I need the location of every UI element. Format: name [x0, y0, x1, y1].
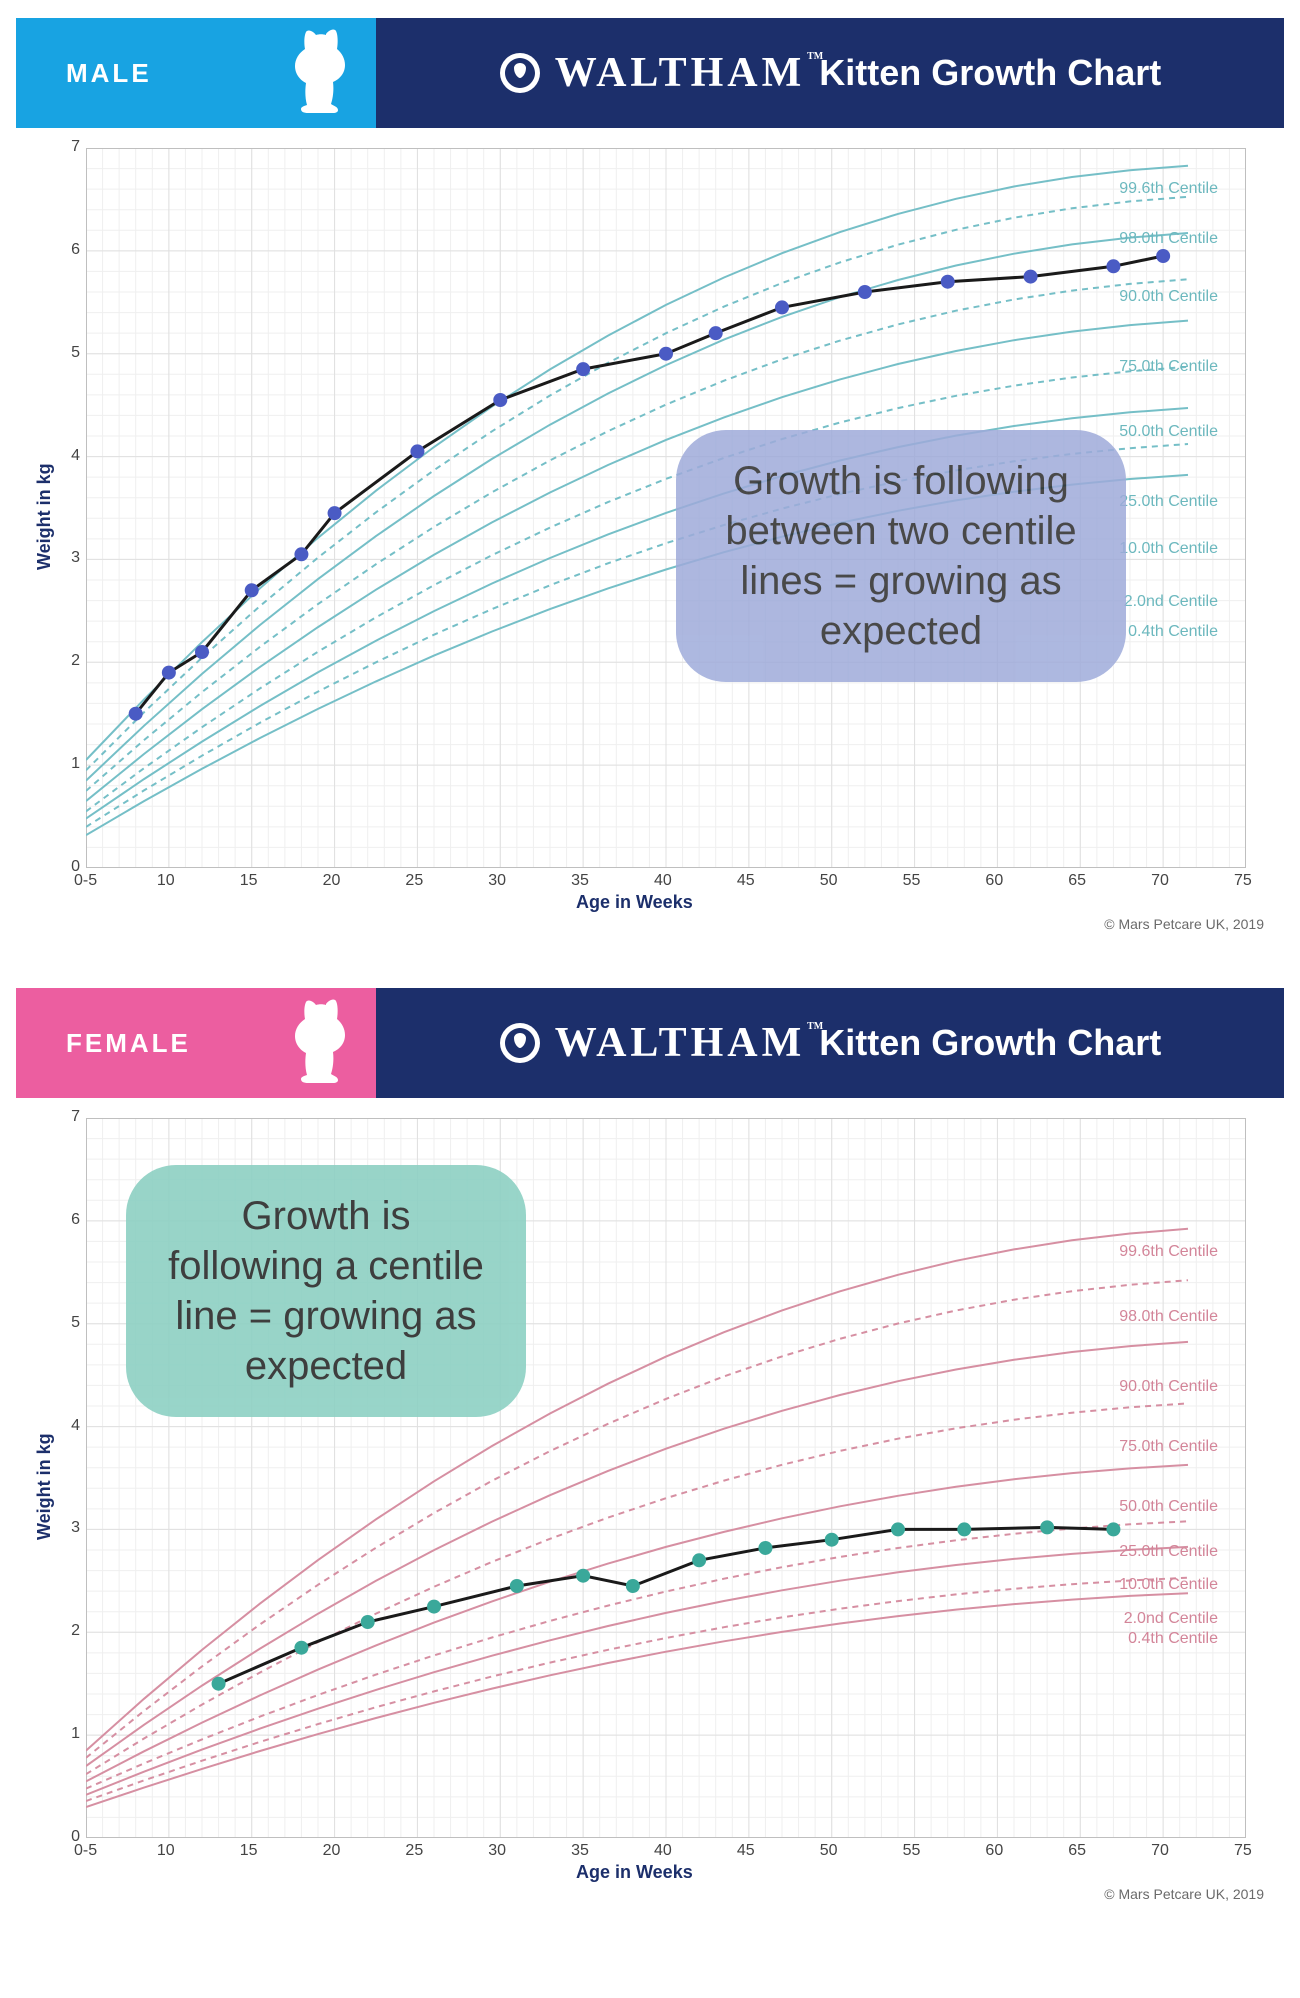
male-annotation: Growth is following between two centile … [676, 430, 1126, 682]
female-gender-block: FEMALE [16, 988, 376, 1098]
x-tick-label: 70 [1151, 872, 1169, 890]
centile-label: 98.0th Centile [1119, 230, 1218, 248]
y-tick-label: 1 [71, 755, 80, 773]
female-brand-block: WALTHAMTM Kitten Growth Chart [376, 988, 1284, 1098]
female-panel: FEMALE WALTHAMTM Kitten Growth Chart Wei… [0, 988, 1300, 1910]
y-tick-label: 3 [71, 549, 80, 567]
centile-label: 98.0th Centile [1119, 1308, 1218, 1326]
female-ylabel: Weight in kg [34, 1433, 55, 1540]
x-tick-label: 40 [654, 1842, 672, 1860]
y-tick-label: 3 [71, 1519, 80, 1537]
centile-label: 50.0th Centile [1119, 1498, 1218, 1516]
x-tick-label: 50 [820, 1842, 838, 1860]
centile-label: 90.0th Centile [1119, 288, 1218, 306]
male-header: MALE WALTHAMTM Kitten Growth Chart [16, 18, 1284, 128]
male-copyright: © Mars Petcare UK, 2019 [1104, 916, 1264, 932]
x-tick-label: 45 [737, 1842, 755, 1860]
x-tick-label: 45 [737, 872, 755, 890]
male-chart: Weight in kg 01234567 0-5101520253035404… [16, 140, 1284, 940]
x-tick-label: 50 [820, 872, 838, 890]
centile-label: 0.4th Centile [1128, 623, 1218, 641]
cat-icon [276, 29, 354, 117]
female-chart: Weight in kg 01234567 0-5101520253035404… [16, 1110, 1284, 1910]
x-tick-label: 30 [488, 872, 506, 890]
x-tick-label: 40 [654, 872, 672, 890]
male-panel: MALE WALTHAMTM Kitten Growth Chart Weigh… [0, 18, 1300, 940]
male-brand-block: WALTHAMTM Kitten Growth Chart [376, 18, 1284, 128]
x-tick-label: 10 [157, 1842, 175, 1860]
centile-label: 10.0th Centile [1119, 1576, 1218, 1594]
y-tick-label: 4 [71, 1417, 80, 1435]
x-tick-label: 20 [323, 1842, 341, 1860]
x-tick-label: 0-5 [74, 872, 97, 890]
centile-label: 25.0th Centile [1119, 1543, 1218, 1561]
female-copyright: © Mars Petcare UK, 2019 [1104, 1886, 1264, 1902]
y-tick-label: 7 [71, 138, 80, 156]
y-tick-label: 6 [71, 241, 80, 259]
centile-label: 50.0th Centile [1119, 423, 1218, 441]
x-tick-label: 15 [240, 1842, 258, 1860]
y-tick-label: 5 [71, 344, 80, 362]
centile-label: 99.6th Centile [1119, 1243, 1218, 1261]
y-tick-label: 1 [71, 1725, 80, 1743]
centile-label: 2.0nd Centile [1124, 593, 1218, 611]
x-tick-label: 65 [1068, 1842, 1086, 1860]
centile-label: 2.0nd Centile [1124, 1610, 1218, 1628]
x-tick-label: 70 [1151, 1842, 1169, 1860]
centile-label: 90.0th Centile [1119, 1378, 1218, 1396]
waltham-logo-icon [499, 1022, 541, 1064]
x-tick-label: 10 [157, 872, 175, 890]
x-tick-label: 15 [240, 872, 258, 890]
x-tick-label: 20 [323, 872, 341, 890]
male-xlabel: Age in Weeks [576, 892, 693, 913]
x-tick-label: 30 [488, 1842, 506, 1860]
chart-title: Kitten Growth Chart [819, 1022, 1161, 1064]
x-tick-label: 65 [1068, 872, 1086, 890]
brand-name: WALTHAMTM [555, 49, 806, 97]
centile-label: 75.0th Centile [1119, 1438, 1218, 1456]
x-tick-label: 55 [903, 1842, 921, 1860]
x-tick-label: 35 [571, 872, 589, 890]
x-tick-label: 35 [571, 1842, 589, 1860]
y-tick-label: 2 [71, 652, 80, 670]
y-tick-label: 4 [71, 447, 80, 465]
brand-name: WALTHAMTM [555, 1019, 806, 1067]
waltham-logo-icon [499, 52, 541, 94]
male-ylabel: Weight in kg [34, 463, 55, 570]
centile-label: 0.4th Centile [1128, 1630, 1218, 1648]
male-gender-block: MALE [16, 18, 376, 128]
y-tick-label: 6 [71, 1211, 80, 1229]
y-tick-label: 5 [71, 1314, 80, 1332]
x-tick-label: 25 [405, 1842, 423, 1860]
female-xlabel: Age in Weeks [576, 1862, 693, 1883]
x-tick-label: 55 [903, 872, 921, 890]
x-tick-label: 25 [405, 872, 423, 890]
female-label: FEMALE [66, 1028, 191, 1059]
y-tick-label: 7 [71, 1108, 80, 1126]
centile-label: 25.0th Centile [1119, 493, 1218, 511]
chart-title: Kitten Growth Chart [819, 52, 1161, 94]
y-tick-label: 2 [71, 1622, 80, 1640]
x-tick-label: 75 [1234, 872, 1252, 890]
x-tick-label: 60 [985, 1842, 1003, 1860]
x-tick-label: 0-5 [74, 1842, 97, 1860]
centile-label: 75.0th Centile [1119, 358, 1218, 376]
centile-label: 10.0th Centile [1119, 540, 1218, 558]
cat-icon [276, 999, 354, 1087]
centile-label: 99.6th Centile [1119, 180, 1218, 198]
female-annotation: Growth is following a centile line = gro… [126, 1165, 526, 1417]
x-tick-label: 75 [1234, 1842, 1252, 1860]
x-tick-label: 60 [985, 872, 1003, 890]
male-label: MALE [66, 58, 152, 89]
female-header: FEMALE WALTHAMTM Kitten Growth Chart [16, 988, 1284, 1098]
